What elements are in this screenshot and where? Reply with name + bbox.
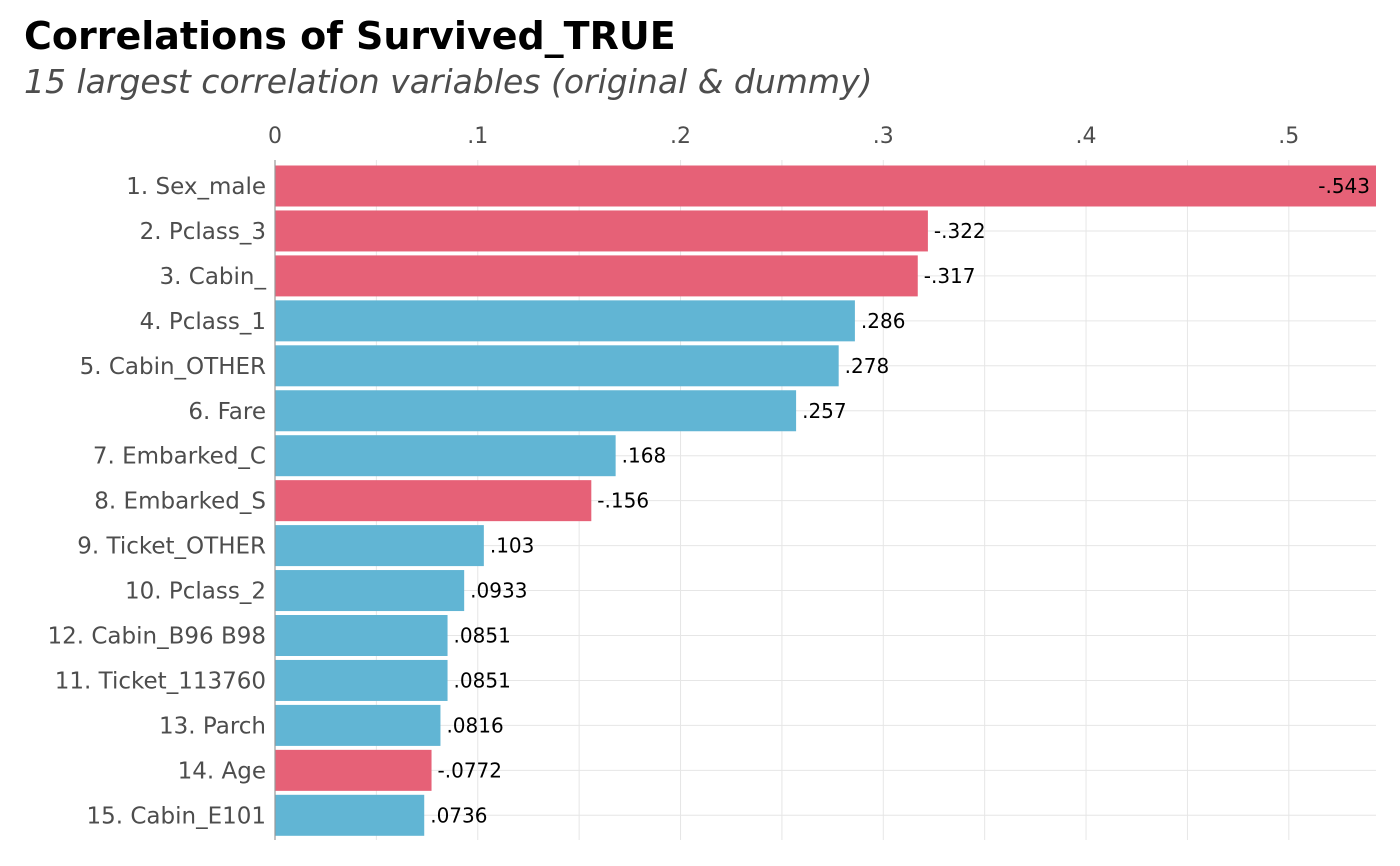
value-label: .103 — [490, 534, 535, 558]
category-label: 13. Parch — [159, 713, 266, 739]
category-label: 3. Cabin_ — [160, 264, 267, 290]
value-label: -.543 — [1318, 174, 1370, 198]
value-label: -.0772 — [438, 758, 502, 782]
category-label: 14. Age — [178, 758, 266, 784]
x-tick-label: .2 — [670, 124, 691, 149]
bar — [275, 704, 441, 746]
value-label: .168 — [622, 444, 667, 468]
x-axis: 0 .1 .2 .3 .4 .5 — [268, 124, 1299, 840]
category-label: 5. Cabin_OTHER — [80, 354, 266, 380]
category-label: 4. Pclass_1 — [140, 309, 266, 335]
bar — [275, 435, 616, 477]
bar — [275, 390, 797, 432]
value-label: .286 — [861, 309, 906, 333]
value-labels: -.543 -.322 -.317 .286 .278 .257 .168 -.156 .103… — [430, 174, 1370, 827]
category-label: 6. Fare — [188, 399, 266, 425]
x-tick-label: .1 — [467, 124, 488, 149]
value-label: .278 — [845, 354, 890, 378]
category-label: 11. Ticket_113760 — [55, 668, 266, 694]
chart-title: Correlations of Survived_TRUE — [24, 14, 676, 58]
bar — [275, 255, 918, 297]
bar — [275, 615, 448, 656]
bars — [275, 165, 1376, 836]
value-label: -.322 — [934, 219, 986, 243]
value-label: -.317 — [924, 264, 976, 288]
value-label: .0851 — [454, 624, 511, 648]
chart-subtitle: 15 largest correlation variables (origin… — [24, 62, 873, 101]
x-tick-label: .5 — [1278, 124, 1299, 149]
x-tick-label: 0 — [268, 124, 282, 149]
category-label: 1. Sex_male — [126, 174, 266, 200]
category-label: 2. Pclass_3 — [140, 219, 266, 245]
bar — [275, 165, 1376, 207]
bar — [275, 480, 592, 522]
category-label: 8. Embarked_S — [94, 489, 266, 515]
bar — [275, 300, 855, 342]
bar — [275, 659, 448, 701]
category-label: 9. Ticket_OTHER — [77, 534, 266, 560]
bar — [275, 525, 484, 567]
category-label: 12. Cabin_B96 B98 — [47, 624, 266, 650]
value-label: .0736 — [430, 803, 487, 827]
bar — [275, 210, 928, 252]
value-label: .0933 — [470, 579, 527, 603]
category-label: 15. Cabin_E101 — [86, 803, 266, 829]
value-label: -.156 — [597, 489, 649, 513]
category-label: 7. Embarked_C — [93, 444, 266, 470]
value-label: .257 — [802, 399, 847, 423]
x-tick-label: .3 — [873, 124, 894, 149]
value-label: .0851 — [454, 668, 511, 692]
bar — [275, 570, 465, 612]
category-label: 10. Pclass_2 — [125, 579, 266, 605]
bar — [275, 749, 432, 791]
bar — [275, 794, 425, 836]
bar — [275, 345, 839, 387]
x-tick-label: .4 — [1076, 124, 1097, 149]
category-labels: 1. Sex_male 2. Pclass_3 3. Cabin_ 4. Pclass… — [47, 174, 266, 829]
value-label: .0816 — [446, 713, 503, 737]
